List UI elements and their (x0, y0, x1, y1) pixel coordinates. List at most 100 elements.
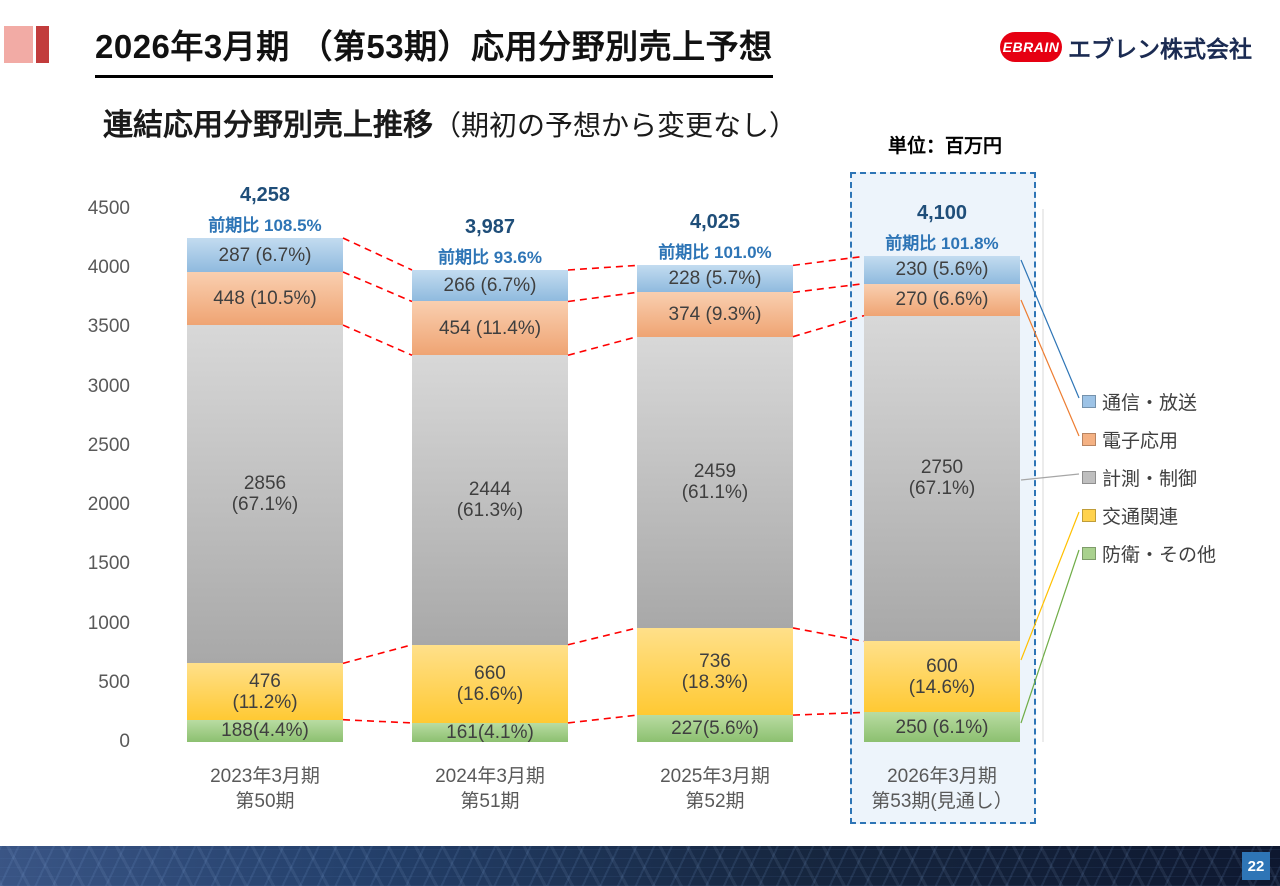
bar-segment: 266 (6.7%) (412, 269, 568, 302)
x-axis-label-line: 2025年3月期 (660, 766, 770, 787)
x-axis-label-line: 第53期(見通し） (871, 791, 1013, 812)
y-axis-tick: 1500 (87, 553, 130, 575)
x-axis-label: 2025年3月期 第52期 (605, 764, 825, 814)
bar-segment: 476 (11.2%) (187, 663, 343, 720)
legend-item: 電子応用 (1082, 426, 1178, 453)
legend-item: 交通関連 (1082, 502, 1178, 529)
segment-value-label: (11.2%) (232, 691, 298, 713)
y-axis-tick: 1000 (87, 612, 130, 634)
segment-value-label: (61.1%) (681, 482, 749, 504)
bar-yoy-label: 前期比 101.8% (885, 234, 999, 254)
segment-value-label: 476 (249, 670, 281, 692)
slide-title: 2026年3月期 （第53期）応用分野別売上予想 (95, 20, 773, 78)
company-logo: EBRAIN エブレン株式会社 (1000, 30, 1252, 64)
legend-label: 電子応用 (1102, 431, 1179, 452)
x-axis-label-line: 2024年3月期 (435, 766, 545, 787)
segment-value-label: 188(4.4%) (221, 720, 309, 742)
segment-value-label: 2750 (920, 457, 964, 479)
bar-segment: 188(4.4%) (187, 719, 343, 742)
bar-segment: 736 (18.3%) (637, 627, 793, 716)
stacked-bar: 266 (6.7%) 454 (11.4%) 2444 (61.3%) 660 (16.6… (412, 269, 568, 743)
y-axis-tick: 2000 (87, 494, 130, 516)
segment-value-label: (18.3%) (681, 671, 749, 693)
legend-item: 計測・制御 (1082, 464, 1197, 491)
segment-value-label: 250 (6.1%) (895, 716, 989, 738)
legend-swatch-icon (1082, 547, 1096, 560)
chart-title-main: 連結応用分野別売上推移 (103, 109, 433, 142)
stacked-bar: 287 (6.7%) 448 (10.5%) 2856 (67.1%) 476 (11.2… (187, 238, 343, 742)
y-axis-tick: 3000 (87, 375, 130, 397)
segment-value-label: 270 (6.6%) (895, 289, 989, 311)
y-axis-tick: 2500 (87, 434, 130, 456)
bar-segment: 600 (14.6%) (864, 641, 1020, 713)
bar-yoy-label: 前期比 108.5% (208, 216, 322, 236)
bar-segment: 161(4.1%) (412, 721, 568, 743)
bar-total-label: 4,025 (689, 211, 741, 234)
segment-value-label: 228 (5.7%) (668, 268, 762, 290)
x-axis-label-line: 2026年3月期 (887, 766, 997, 787)
chart-title-note: （期初の予想から変更なし） (433, 110, 798, 141)
segment-value-label: 2459 (693, 461, 737, 483)
bar-yoy-label: 前期比 101.0% (658, 243, 772, 263)
bar-total-label: 4,100 (916, 202, 968, 225)
bar-segment: 2750 (67.1%) (864, 315, 1020, 642)
bar-segment: 2459 (61.1%) (637, 336, 793, 628)
bar-segment: 287 (6.7%) (187, 238, 343, 272)
legend-label: 防衛・その他 (1102, 545, 1217, 566)
bar-segment: 270 (6.6%) (864, 283, 1020, 316)
legend-swatch-icon (1082, 433, 1096, 446)
y-axis-tick: 500 (98, 671, 130, 693)
legend-swatch-icon (1082, 395, 1096, 408)
bar-segment: 448 (10.5%) (187, 272, 343, 326)
footer-decoration: 22 (0, 846, 1280, 886)
x-axis-label-line: 2023年3月期 (210, 766, 320, 787)
page-number: 22 (1242, 852, 1270, 880)
segment-value-label: 2856 (243, 473, 287, 495)
segment-value-label: 287 (6.7%) (218, 244, 312, 266)
segment-value-label: (67.1%) (908, 478, 976, 500)
segment-value-label: 448 (10.5%) (213, 288, 317, 310)
segment-value-label: 374 (9.3%) (668, 304, 762, 326)
legend-swatch-icon (1082, 471, 1096, 484)
chart-title: 連結応用分野別売上推移（期初の予想から変更なし） (103, 100, 797, 144)
segment-value-label: 736 (699, 650, 731, 672)
legend-swatch-icon (1082, 509, 1096, 522)
segment-value-label: 2444 (468, 478, 512, 500)
stacked-bar: 228 (5.7%) 374 (9.3%) 2459 (61.1%) 736 (18.3%… (637, 265, 793, 742)
bar-segment: 660 (16.6%) (412, 644, 568, 723)
segment-value-label: (67.1%) (231, 494, 299, 516)
segment-value-label: 227(5.6%) (671, 718, 759, 740)
segment-value-label: (14.6%) (908, 676, 976, 698)
segment-value-label: 660 (474, 662, 506, 684)
segment-value-label: (16.6%) (456, 683, 524, 705)
bar-total-label: 4,258 (239, 184, 291, 207)
bar-segment: 454 (11.4%) (412, 301, 568, 356)
x-axis-label: 2026年3月期 第53期(見通し） (832, 764, 1052, 814)
bar-yoy-label: 前期比 93.6% (438, 247, 542, 267)
bar-segment: 227(5.6%) (637, 715, 793, 742)
bar-segment: 374 (9.3%) (637, 292, 793, 337)
legend-label: 通信・放送 (1102, 393, 1198, 414)
x-axis-label: 2024年3月期 第51期 (380, 764, 600, 814)
x-axis-label-line: 第50期 (235, 791, 295, 812)
bar-segment: 2444 (61.3%) (412, 355, 568, 645)
segment-value-label: 161(4.1%) (446, 721, 534, 743)
y-axis-tick: 0 (119, 731, 130, 752)
y-axis-tick: 4500 (87, 198, 130, 219)
bar-segment: 230 (5.6%) (864, 256, 1020, 284)
legend-item: 通信・放送 (1082, 388, 1197, 415)
segment-value-label: 454 (11.4%) (438, 317, 542, 339)
x-axis-label-line: 第52期 (685, 791, 745, 812)
legend-label: 交通関連 (1102, 507, 1179, 528)
bar-segment: 228 (5.7%) (637, 265, 793, 293)
decoration-pink-bar (4, 26, 33, 63)
stacked-bar: 230 (5.6%) 270 (6.6%) 2750 (67.1%) 600 (14.6%… (864, 256, 1020, 742)
x-axis-label: 2023年3月期 第50期 (155, 764, 375, 814)
company-name: エブレン株式会社 (1068, 36, 1252, 62)
ebrain-logo-icon: EBRAIN (1000, 32, 1062, 62)
segment-value-label: 230 (5.6%) (895, 259, 989, 281)
y-axis-tick: 3500 (87, 316, 130, 338)
legend-label: 計測・制御 (1102, 469, 1198, 490)
unit-label: 単位：百万円 (888, 136, 1003, 157)
